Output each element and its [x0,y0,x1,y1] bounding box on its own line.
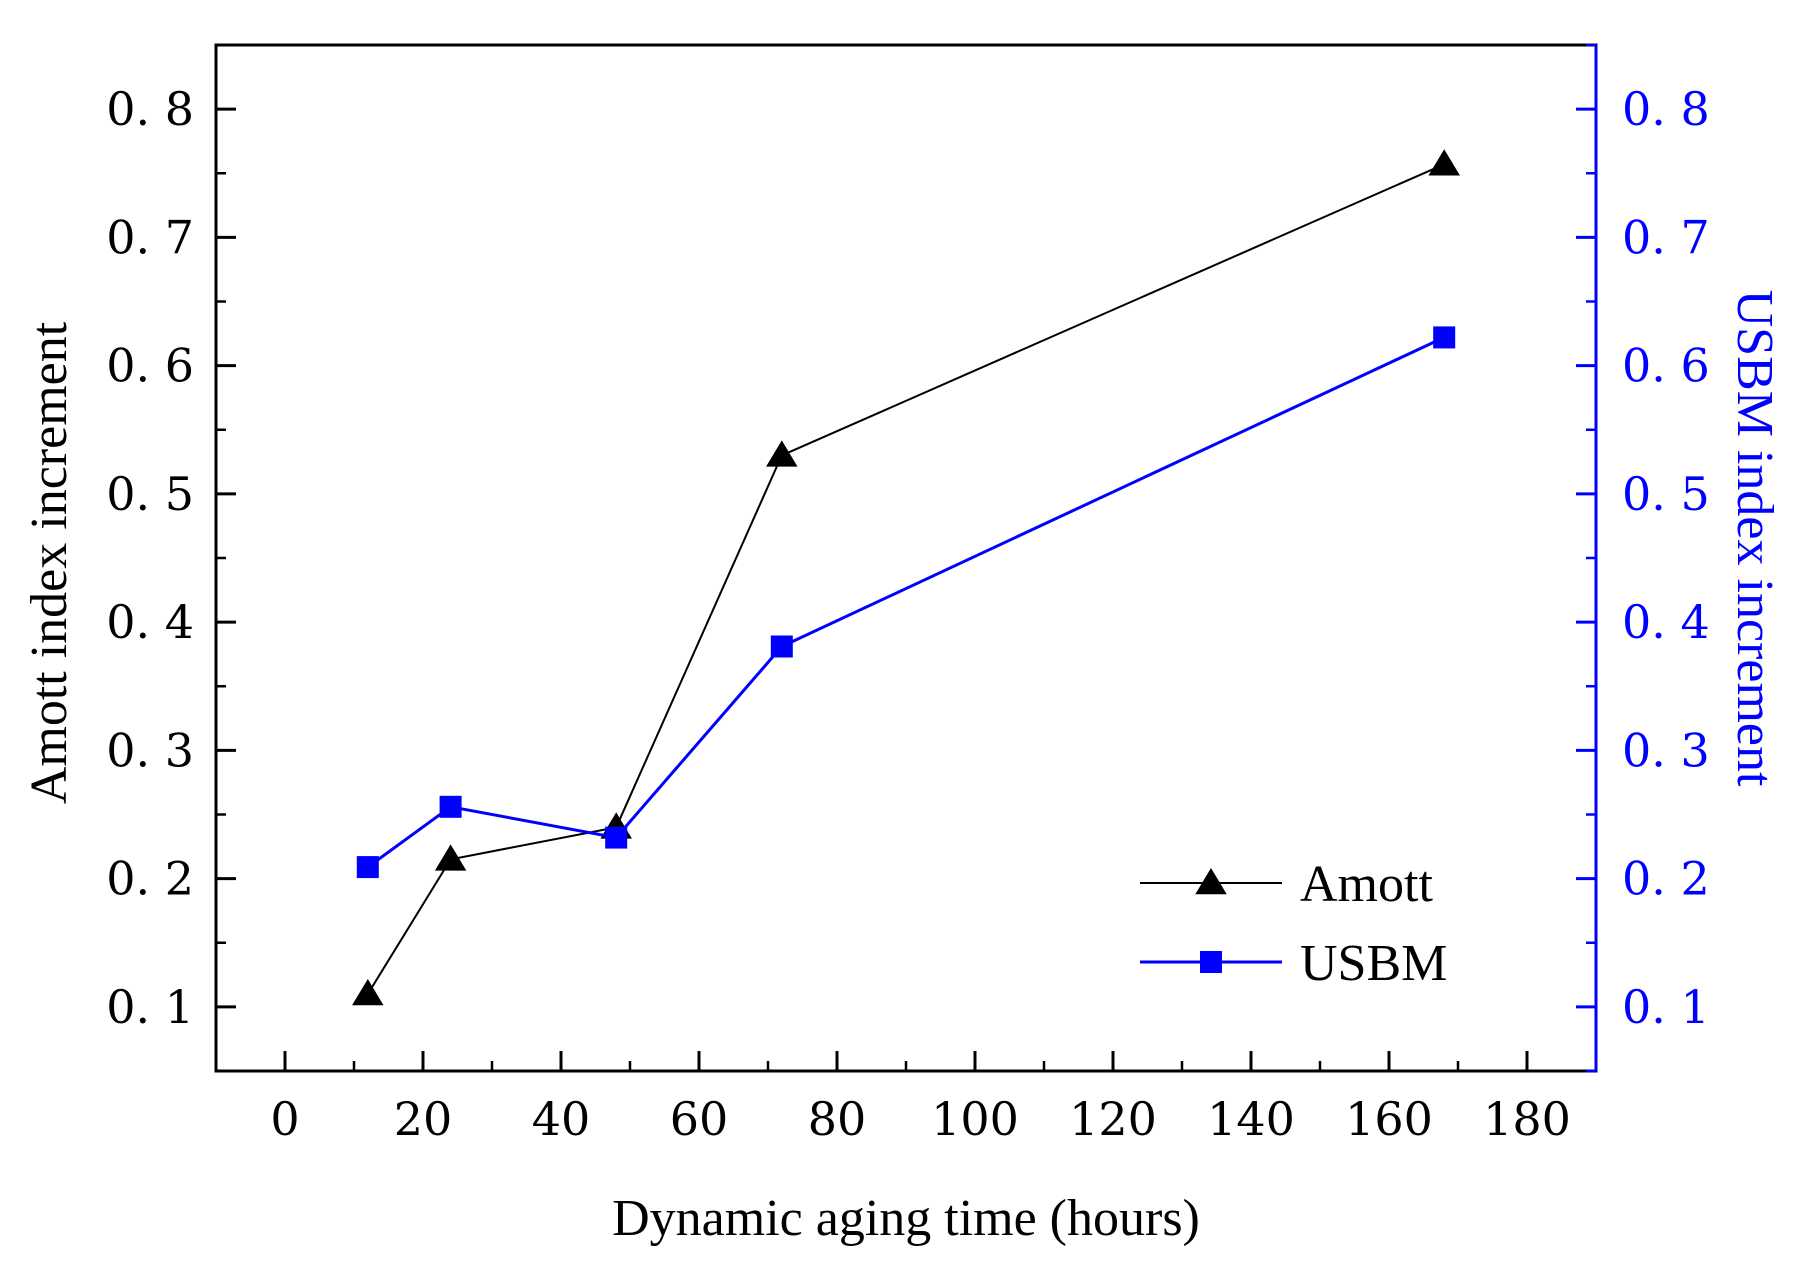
y-right-tick-label: 0. 7 [1622,210,1710,264]
y-right-tick-label: 0. 1 [1622,980,1710,1034]
data-point-usbm [1433,326,1456,349]
x-tick-label: 120 [1069,1092,1157,1146]
y-left-tick-label: 0. 8 [106,82,194,136]
data-point-usbm [439,795,462,818]
y-right-tick-label: 0. 3 [1622,723,1710,777]
right-axis-ticks: 0. 1 0. 2 0. 3 0. 4 0. 5 0. 6 0. 7 0. 8 [1576,43,1710,1073]
legend-marker-usbm [1200,951,1222,973]
series-line-usbm [366,336,1445,869]
x-tick-label: 140 [1207,1092,1295,1146]
x-tick-label: 60 [670,1092,729,1146]
x-tick-label: 80 [808,1092,867,1146]
legend: Amott USBM [1140,856,1447,992]
y-right-tick-label: 0. 4 [1622,595,1710,649]
y-left-tick-label: 0. 3 [106,723,194,777]
legend-label-usbm: USBM [1300,935,1447,992]
series-layer [352,149,1460,1006]
y-left-tick-label: 0. 2 [106,852,194,906]
series-line-amott [366,163,1445,995]
left-axis-ticks: 0. 1 0. 2 0. 3 0. 4 0. 5 0. 6 0. 7 0. 8 [106,43,236,1073]
legend-label-amott: Amott [1300,856,1433,913]
left-axis-title: Amott index increment [21,321,78,804]
data-point-amott [434,844,467,871]
y-right-tick-label: 0. 5 [1622,467,1710,521]
legend-marker-amott [1195,868,1227,895]
y-left-tick-label: 0. 7 [106,210,194,264]
data-point-amott [352,979,384,1006]
y-right-tick-label: 0. 6 [1622,339,1710,393]
data-point-amott [766,440,798,467]
right-axis-title: USBM index increment [1726,290,1783,787]
y-left-tick-label: 0. 6 [106,339,194,393]
x-axis-ticks: 0 20 40 60 80 100 120 140 160 180 [270,1051,1571,1146]
y-left-tick-label: 0. 5 [106,467,194,521]
data-point-usbm [770,635,793,658]
x-tick-label: 180 [1483,1092,1571,1146]
y-left-tick-label: 0. 1 [106,980,194,1034]
x-tick-label: 0 [270,1092,299,1146]
plot-frame [214,43,1598,1073]
y-right-tick-label: 0. 2 [1622,852,1710,906]
x-tick-label: 160 [1345,1092,1433,1146]
x-tick-label: 40 [532,1092,591,1146]
x-axis-title: Dynamic aging time (hours) [612,1190,1200,1247]
data-point-usbm [356,856,379,879]
x-tick-label: 100 [931,1092,1019,1146]
data-point-amott [1428,149,1460,176]
y-right-tick-label: 0. 8 [1622,82,1710,136]
x-tick-label: 20 [394,1092,453,1146]
y-left-tick-label: 0. 4 [106,595,194,649]
data-point-usbm [605,826,628,849]
